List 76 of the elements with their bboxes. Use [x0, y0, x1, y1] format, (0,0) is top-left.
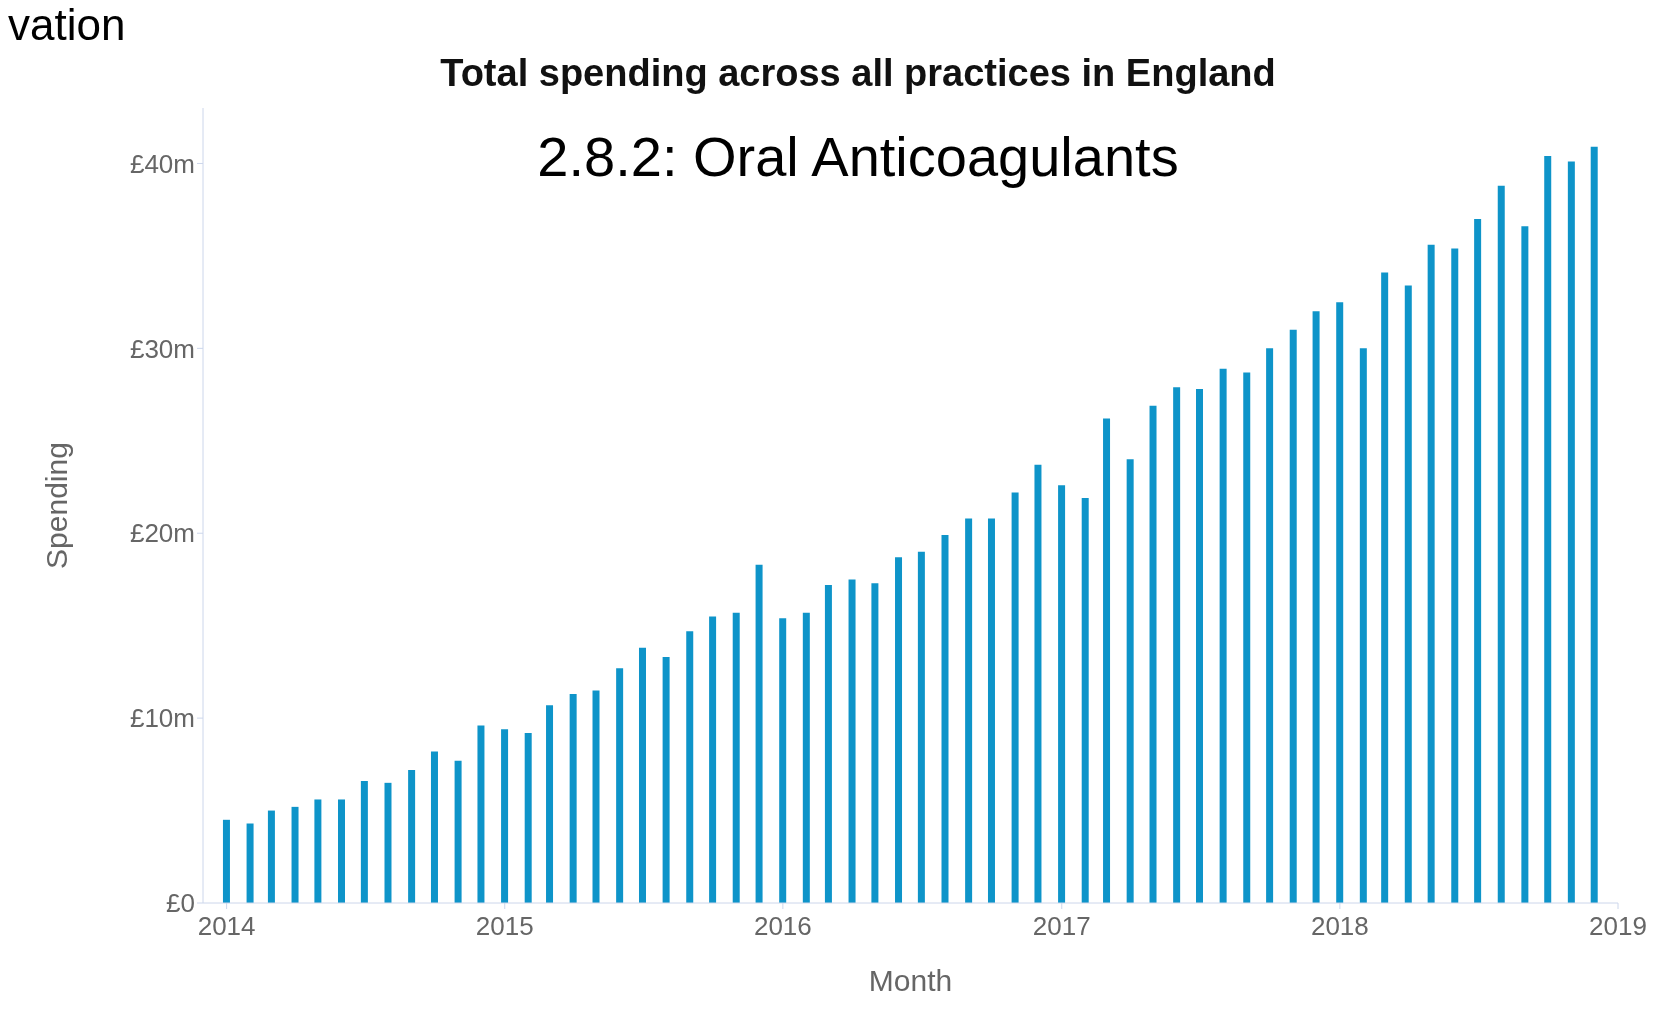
- bar: [871, 583, 879, 903]
- bar: [267, 810, 275, 903]
- bar: [709, 616, 717, 903]
- bar: [1544, 156, 1552, 903]
- y-axis-title: Spending: [39, 442, 73, 569]
- bar: [1567, 161, 1575, 903]
- bar: [732, 612, 740, 903]
- y-tick-label: £20m: [129, 518, 195, 549]
- bar: [1219, 368, 1227, 903]
- bar: [1058, 485, 1066, 903]
- bar: [1289, 329, 1297, 903]
- bar: [360, 780, 368, 903]
- bar: [1521, 226, 1529, 903]
- bar: [987, 518, 995, 903]
- bar: [1451, 248, 1459, 903]
- y-tick-label: £40m: [129, 148, 195, 179]
- bar: [1381, 272, 1389, 903]
- x-tick-label: 2015: [475, 911, 534, 942]
- bar: [222, 819, 230, 903]
- y-tick-label: £30m: [129, 333, 195, 364]
- bar: [546, 705, 554, 903]
- bar: [1173, 387, 1181, 903]
- bar: [917, 551, 925, 903]
- bar: [1034, 464, 1042, 903]
- bar: [338, 799, 346, 903]
- x-tick-label: 2016: [753, 911, 812, 942]
- bar: [524, 732, 532, 903]
- bar: [802, 612, 810, 903]
- chart-subtitle: 2.8.2: Oral Anticoagulants: [537, 125, 1179, 188]
- bar: [1266, 348, 1274, 903]
- bar: [1404, 285, 1412, 903]
- bar: [662, 657, 670, 903]
- bar: [1336, 302, 1344, 903]
- bar: [384, 782, 392, 903]
- bar: [779, 618, 787, 903]
- bar: [408, 769, 416, 903]
- bar: [1149, 405, 1157, 903]
- bar: [592, 690, 600, 903]
- bar: [569, 694, 577, 903]
- bar: [1427, 244, 1435, 903]
- bar: [1196, 389, 1203, 903]
- bar: [1243, 372, 1251, 903]
- x-axis-title: Month: [868, 964, 953, 997]
- bar: [824, 585, 832, 903]
- bar: [616, 668, 624, 903]
- bar: [1103, 418, 1111, 903]
- bar: [454, 760, 462, 903]
- y-tick-label: £0: [166, 888, 195, 919]
- bar: [639, 647, 646, 903]
- bar: [686, 631, 694, 903]
- bar: [941, 535, 949, 903]
- bar: [965, 518, 973, 903]
- bar: [1126, 459, 1134, 903]
- bar: [246, 823, 254, 903]
- x-tick-label: 2017: [1032, 911, 1091, 942]
- bar: [1474, 218, 1482, 903]
- bar: [1497, 185, 1505, 903]
- bar: [314, 799, 322, 903]
- bar: [1081, 498, 1089, 903]
- bar: [1011, 492, 1019, 903]
- bar: [895, 557, 903, 903]
- bar: [291, 806, 299, 903]
- x-tick-label: 2019: [1589, 911, 1647, 942]
- bar: [1590, 146, 1598, 903]
- bar: [477, 725, 485, 903]
- bar: [430, 751, 438, 903]
- bar: [1312, 311, 1320, 903]
- chart-title: Total spending across all practices in England: [439, 52, 1277, 95]
- x-tick-label: 2018: [1310, 911, 1369, 942]
- x-tick-label: 2014: [197, 911, 256, 942]
- bar: [848, 579, 856, 903]
- y-tick-label: £10m: [129, 703, 195, 734]
- bar: [1359, 348, 1367, 903]
- bar: [755, 564, 763, 903]
- text: vation: [8, 0, 126, 50]
- bar: [501, 729, 509, 903]
